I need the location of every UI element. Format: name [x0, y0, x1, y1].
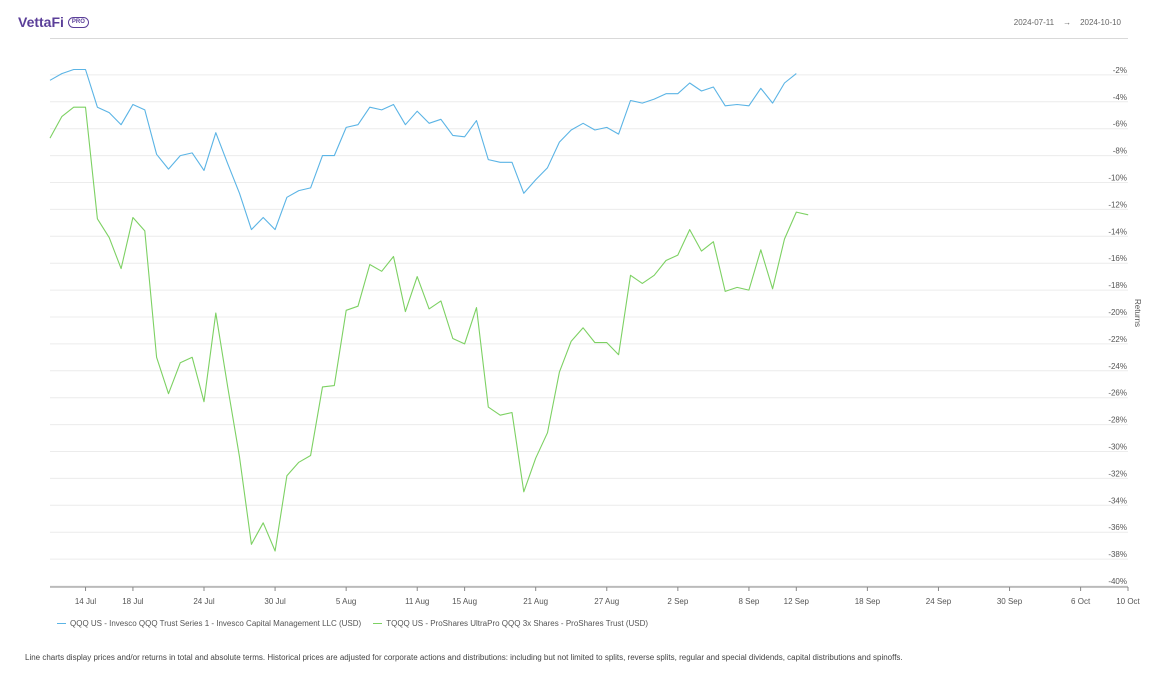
y-tick-label: -2%	[1113, 66, 1127, 75]
y-tick-label: -28%	[1108, 416, 1127, 425]
header-divider	[50, 38, 1128, 39]
y-axis-label: Returns	[1133, 299, 1142, 327]
legend-item-qqq[interactable]: QQQ US - Invesco QQQ Trust Series 1 - In…	[57, 619, 361, 628]
x-tick-label: 15 Aug	[452, 597, 477, 606]
arrow-right-icon: →	[1063, 18, 1072, 27]
y-tick-label: -20%	[1108, 308, 1127, 317]
y-tick-label: -6%	[1113, 120, 1127, 129]
y-tick-label: -24%	[1108, 362, 1127, 371]
vettafi-logo: VettaFi PRO	[18, 14, 89, 30]
x-tick-label: 21 Aug	[523, 597, 548, 606]
legend-swatch-qqq	[57, 623, 66, 624]
series-line-qqq	[49, 68, 797, 231]
x-tick-label: 8 Sep	[738, 597, 759, 606]
x-tick-label: 24 Sep	[926, 597, 952, 606]
x-tick-label: 27 Aug	[594, 597, 619, 606]
date-start[interactable]: 2024-07-11	[1013, 18, 1055, 27]
y-tick-label: -26%	[1108, 389, 1127, 398]
y-tick-label: -8%	[1113, 147, 1127, 156]
legend-label-qqq: QQQ US - Invesco QQQ Trust Series 1 - In…	[70, 619, 362, 628]
x-axis: 14 Jul 18 Jul 24 Jul 30 Jul 5 Aug 11 Aug 15 Au…	[50, 586, 1141, 606]
y-tick-label: -38%	[1108, 550, 1127, 559]
chart-footnote: Line charts display prices and/or return…	[25, 653, 903, 662]
x-tick-label: 30 Sep	[997, 597, 1023, 606]
x-tick-label: 18 Jul	[122, 597, 144, 606]
y-tick-label: -34%	[1108, 496, 1127, 505]
y-tick-label: -16%	[1108, 254, 1127, 263]
pro-badge: PRO	[67, 16, 89, 28]
logo-text: VettaFi	[18, 14, 64, 30]
y-tick-label: -14%	[1108, 227, 1127, 236]
legend-item-tqqq[interactable]: TQQQ US - ProShares UltraPro QQQ 3x Shar…	[373, 619, 648, 628]
series-lines	[49, 68, 809, 552]
y-tick-label: -12%	[1108, 200, 1127, 209]
x-tick-label: 10 Oct	[1116, 597, 1140, 606]
legend-label-tqqq: TQQQ US - ProShares UltraPro QQQ 3x Shar…	[386, 619, 649, 628]
chart-legend: QQQ US - Invesco QQQ Trust Series 1 - In…	[57, 619, 648, 628]
y-tick-label: -32%	[1108, 469, 1127, 478]
x-tick-label: 18 Sep	[855, 597, 881, 606]
y-tick-label: -4%	[1113, 93, 1127, 102]
series-line-tqqq	[49, 106, 809, 552]
x-tick-label: 11 Aug	[405, 597, 429, 606]
legend-swatch-tqqq	[373, 623, 383, 624]
x-tick-label: 5 Aug	[336, 597, 356, 606]
x-tick-label: 6 Oct	[1071, 597, 1091, 606]
y-tick-label: -36%	[1108, 523, 1127, 532]
x-tick-label: 2 Sep	[667, 597, 688, 606]
x-tick-label: 30 Jul	[264, 597, 286, 606]
gridlines	[50, 74, 1128, 587]
y-tick-label: -18%	[1108, 281, 1127, 290]
y-tick-label: -30%	[1108, 443, 1127, 452]
y-tick-label: -10%	[1108, 174, 1127, 183]
y-tick-label: -22%	[1108, 335, 1127, 344]
x-tick-label: 14 Jul	[75, 597, 97, 606]
x-tick-label: 24 Jul	[193, 597, 215, 606]
x-tick-label: 12 Sep	[784, 597, 810, 606]
y-tick-label: -40%	[1108, 577, 1127, 586]
date-range[interactable]: 2024-07-11 → 2024-10-10	[1014, 18, 1121, 27]
y-axis: -2% -4% -6% -8% -10% -12% -14% -16% -18% -20% -22%…	[1108, 66, 1127, 586]
date-end[interactable]: 2024-10-10	[1080, 18, 1121, 27]
